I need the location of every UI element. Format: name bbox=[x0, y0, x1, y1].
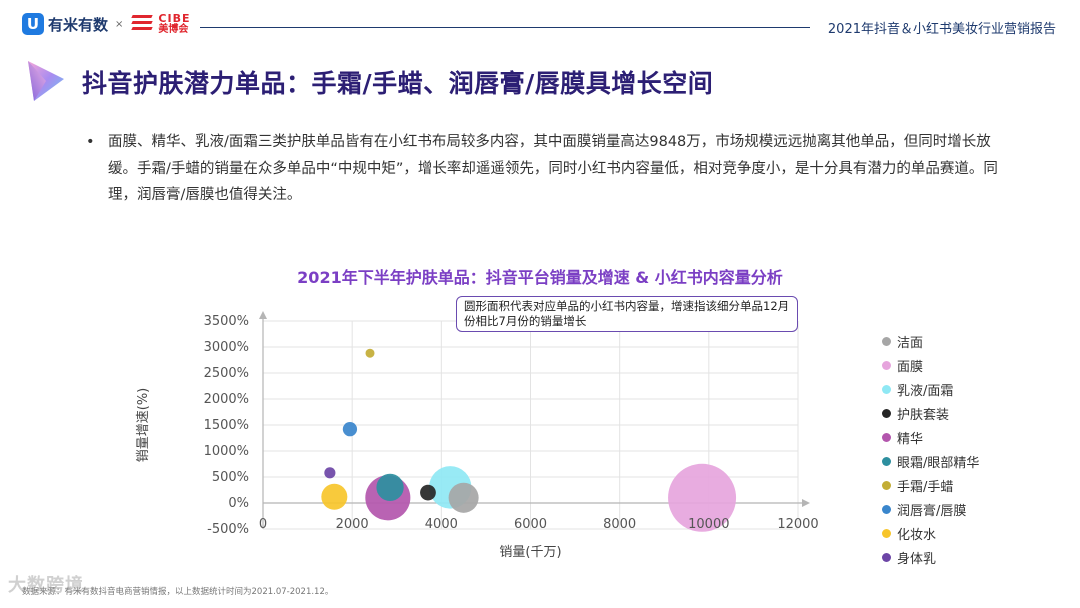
bubbles bbox=[321, 348, 737, 532]
legend-dot-icon bbox=[882, 432, 891, 442]
cibe-cn: 美博会 bbox=[158, 24, 189, 35]
legend-label: 洁面 bbox=[897, 335, 924, 351]
logo-separator: × bbox=[115, 18, 124, 30]
x-tick-label: 6000 bbox=[514, 517, 547, 532]
legend-label: 眼霜/眼部精华 bbox=[897, 455, 980, 471]
bubble-身体乳 bbox=[324, 467, 336, 479]
legend-item: 润唇膏/唇膜 bbox=[882, 497, 979, 521]
y-tick-label: -500% bbox=[207, 522, 249, 537]
summary-text: 面膜、精华、乳液/面霜三类护肤单品皆有在小红书布局较多内容，其中面膜销量高达98… bbox=[108, 134, 998, 203]
legend-item: 精华 bbox=[882, 425, 979, 449]
youmi-logo-icon: U bbox=[22, 13, 44, 35]
x-tick-label: 0 bbox=[259, 517, 267, 532]
legend-dot-icon bbox=[882, 480, 891, 490]
watermark: 大数跨境 bbox=[8, 575, 84, 596]
legend-item: 眼霜/眼部精华 bbox=[882, 449, 979, 473]
x-tick-label: 10000 bbox=[688, 517, 729, 532]
legend-dot-icon bbox=[882, 528, 891, 538]
legend-item: 护肤套装 bbox=[882, 401, 979, 425]
y-tick-label: 3000% bbox=[204, 340, 249, 355]
y-tick-label: 1000% bbox=[204, 444, 249, 459]
legend-item: 乳液/面霜 bbox=[882, 377, 979, 401]
data-source-footnote: 数据来源：有米有数抖音电商营销情报，以上数据统计时间为2021.07-2021.… bbox=[22, 587, 334, 597]
brand-name: 有米有数 bbox=[48, 15, 109, 34]
tick-labels: -500% 0% 500% 1000% 1500% 2000% 2500% 3000% 3500… bbox=[136, 314, 819, 560]
legend-label: 面膜 bbox=[897, 359, 924, 375]
y-axis-arrow bbox=[259, 311, 267, 319]
bubble-面膜 bbox=[668, 463, 737, 532]
bubble-护肤套装 bbox=[420, 484, 436, 501]
x-axis-arrow bbox=[802, 499, 810, 507]
brand-logos: U 有米有数 × CIBE 美博会 bbox=[22, 12, 190, 36]
summary-bullet: • 面膜、精华、乳液/面霜三类护肤单品皆有在小红书布局较多内容，其中面膜销量高达… bbox=[86, 129, 1006, 209]
legend-label: 化妆水 bbox=[897, 527, 937, 543]
legend-label: 身体乳 bbox=[897, 551, 937, 567]
cibe-en: CIBE bbox=[158, 12, 191, 25]
x-tick-label: 8000 bbox=[603, 517, 636, 532]
legend-item: 化妆水 bbox=[882, 521, 979, 545]
bubble-洁面 bbox=[448, 482, 479, 513]
legend-label: 手霜/手蜡 bbox=[897, 479, 954, 495]
legend-dot-icon bbox=[882, 504, 891, 514]
legend-label: 乳液/面霜 bbox=[897, 383, 954, 399]
legend-dot-icon bbox=[882, 408, 891, 418]
legend-dot-icon bbox=[882, 384, 891, 394]
header: U 有米有数 × CIBE 美博会 2021年抖音＆小红书美妆行业营销报告 bbox=[0, 0, 1080, 50]
y-tick-label: 1500% bbox=[204, 418, 249, 433]
chart-note: 圆形面积代表对应单品的小红书内容量，增速指该细分单品12月份相比7月份的销量增长 bbox=[456, 296, 798, 332]
legend-dot-icon bbox=[882, 456, 891, 466]
bubble-手霜/手蜡 bbox=[365, 348, 375, 358]
bullet-marker: • bbox=[86, 134, 95, 150]
y-tick-label: 3500% bbox=[204, 314, 249, 329]
chart-title: 2021年下半年护肤单品：抖音平台销量及增速 & 小红书内容量分析 bbox=[297, 268, 783, 287]
legend-label: 护肤套装 bbox=[897, 407, 950, 423]
report-title: 2021年抖音＆小红书美妆行业营销报告 bbox=[827, 22, 1056, 37]
page-title: 抖音护肤潜力单品：手霜/手蜡、润唇膏/唇膜具增长空间 bbox=[82, 69, 714, 98]
legend-label: 精华 bbox=[897, 431, 924, 447]
legend-dot-icon bbox=[882, 336, 891, 346]
legend-dot-icon bbox=[882, 360, 891, 370]
y-tick-label: 500% bbox=[212, 470, 249, 485]
bubble-化妆水 bbox=[321, 483, 348, 510]
y-tick-label: 0% bbox=[228, 496, 249, 511]
legend-item: 身体乳 bbox=[882, 545, 979, 569]
x-tick-label: 2000 bbox=[336, 517, 369, 532]
legend-dot-icon bbox=[882, 552, 891, 562]
x-tick-label: 4000 bbox=[425, 517, 458, 532]
legend-item: 面膜 bbox=[882, 353, 979, 377]
legend-item: 手霜/手蜡 bbox=[882, 473, 979, 497]
prism-icon bbox=[28, 61, 64, 101]
bubble-润唇膏/唇膜 bbox=[342, 422, 358, 437]
legend-item: 洁面 bbox=[882, 329, 979, 353]
x-axis-title: 销量(千万) bbox=[499, 545, 561, 560]
legend-label: 润唇膏/唇膜 bbox=[897, 503, 967, 519]
chart-legend: 洁面面膜乳液/面霜护肤套装精华眼霜/眼部精华 手霜/手蜡润唇膏/唇膜 化妆水身体乳 bbox=[882, 329, 979, 569]
cibe-logo-text: CIBE 美博会 bbox=[158, 13, 190, 35]
header-divider bbox=[200, 27, 810, 28]
x-tick-label: 12000 bbox=[777, 517, 818, 532]
y-axis-title: 销量增速(%) bbox=[136, 388, 151, 463]
y-tick-label: 2500% bbox=[204, 366, 249, 381]
bubble-眼霜/眼部精华 bbox=[376, 473, 404, 502]
y-tick-label: 2000% bbox=[204, 392, 249, 407]
